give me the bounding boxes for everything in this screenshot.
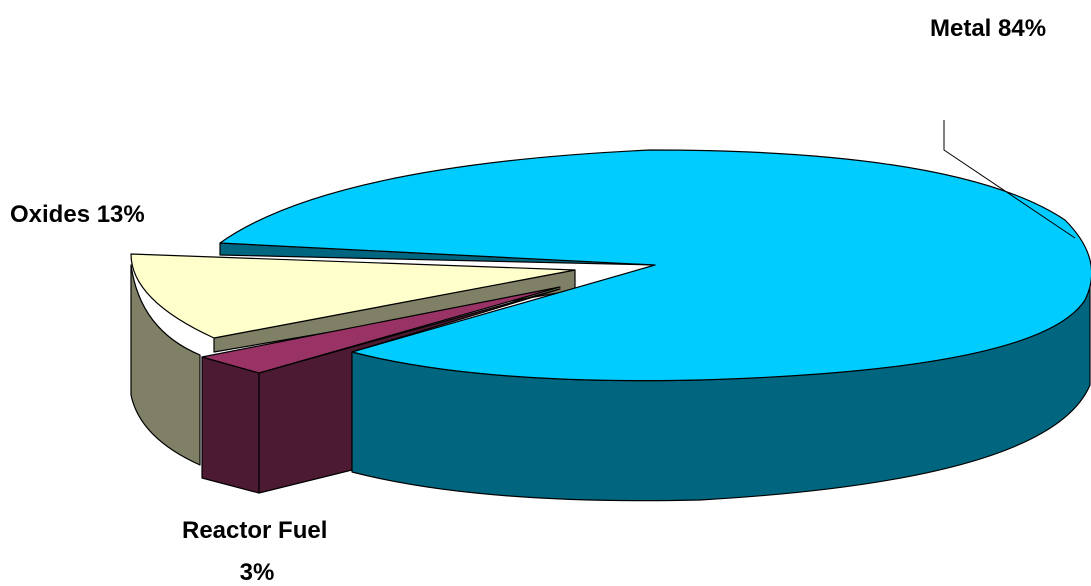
oxides-slice-side — [130, 264, 201, 466]
reactor-fuel-slice-side — [201, 356, 260, 494]
oxides-slice — [130, 253, 576, 339]
metal-leader-line — [943, 120, 1076, 239]
metal-slice — [219, 149, 1091, 382]
reactor-fuel-label: Reactor Fuel — [182, 517, 327, 544]
metal-label: Metal 84% — [930, 15, 1046, 42]
oxides-label: Oxides 13% — [10, 201, 145, 228]
reactor-fuel-percent-label: 3% — [240, 559, 275, 586]
reactor-fuel-slice — [201, 286, 561, 374]
